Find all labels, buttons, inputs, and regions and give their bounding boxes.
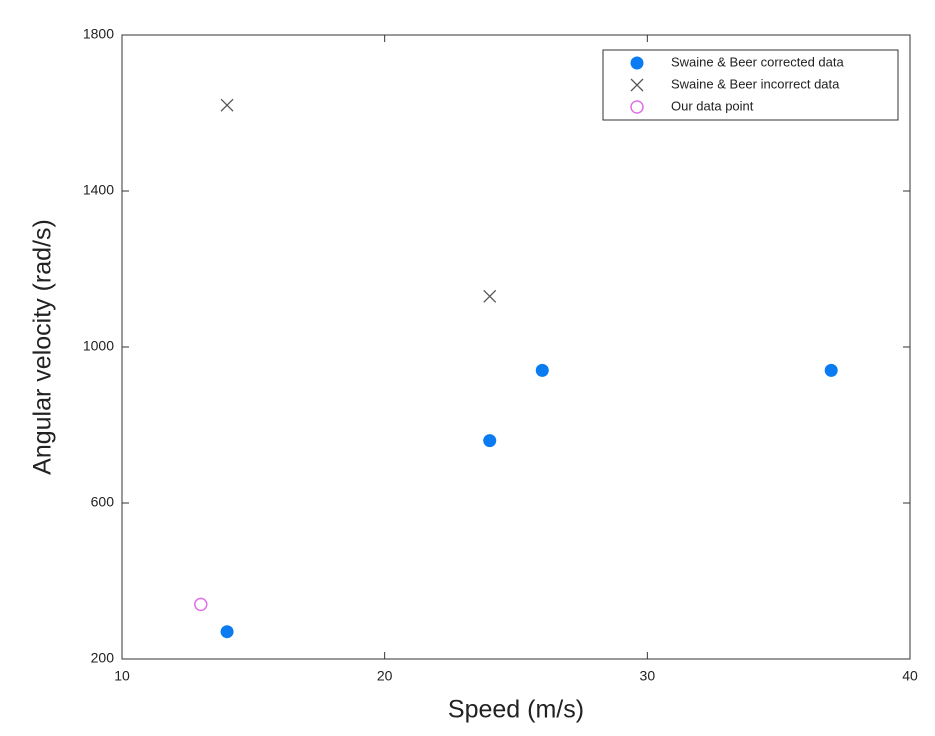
- x-tick-label: 10: [114, 668, 130, 684]
- marker-x: [220, 98, 234, 112]
- marker-dot: [220, 625, 234, 639]
- y-tick-label: 1000: [83, 338, 114, 354]
- x-axis-label: Speed (m/s): [448, 696, 584, 724]
- y-axis-label: Angular velocity (rad/s): [29, 219, 57, 475]
- legend-label: Swaine & Beer corrected data: [671, 54, 844, 69]
- marker-dot: [824, 363, 838, 377]
- x-tick-label: 20: [377, 668, 393, 684]
- x-tick-label: 40: [902, 668, 918, 684]
- y-tick-label: 1800: [83, 26, 114, 42]
- legend-box: [602, 49, 899, 121]
- legend-marker: [630, 78, 644, 92]
- marker-x: [483, 289, 497, 303]
- plot-frame: [121, 34, 911, 660]
- marker-open-circle: [194, 597, 208, 612]
- legend-marker: [630, 56, 644, 70]
- y-tick-label: 200: [91, 650, 115, 666]
- x-tick-label: 30: [640, 668, 656, 684]
- marker-dot: [535, 363, 549, 377]
- legend-label: Swaine & Beer incorrect data: [671, 76, 840, 91]
- y-tick-label: 1400: [83, 182, 114, 198]
- legend-label: Our data point: [671, 98, 754, 113]
- legend-marker: [630, 100, 644, 114]
- marker-dot: [483, 434, 497, 448]
- y-tick-label: 600: [91, 494, 115, 510]
